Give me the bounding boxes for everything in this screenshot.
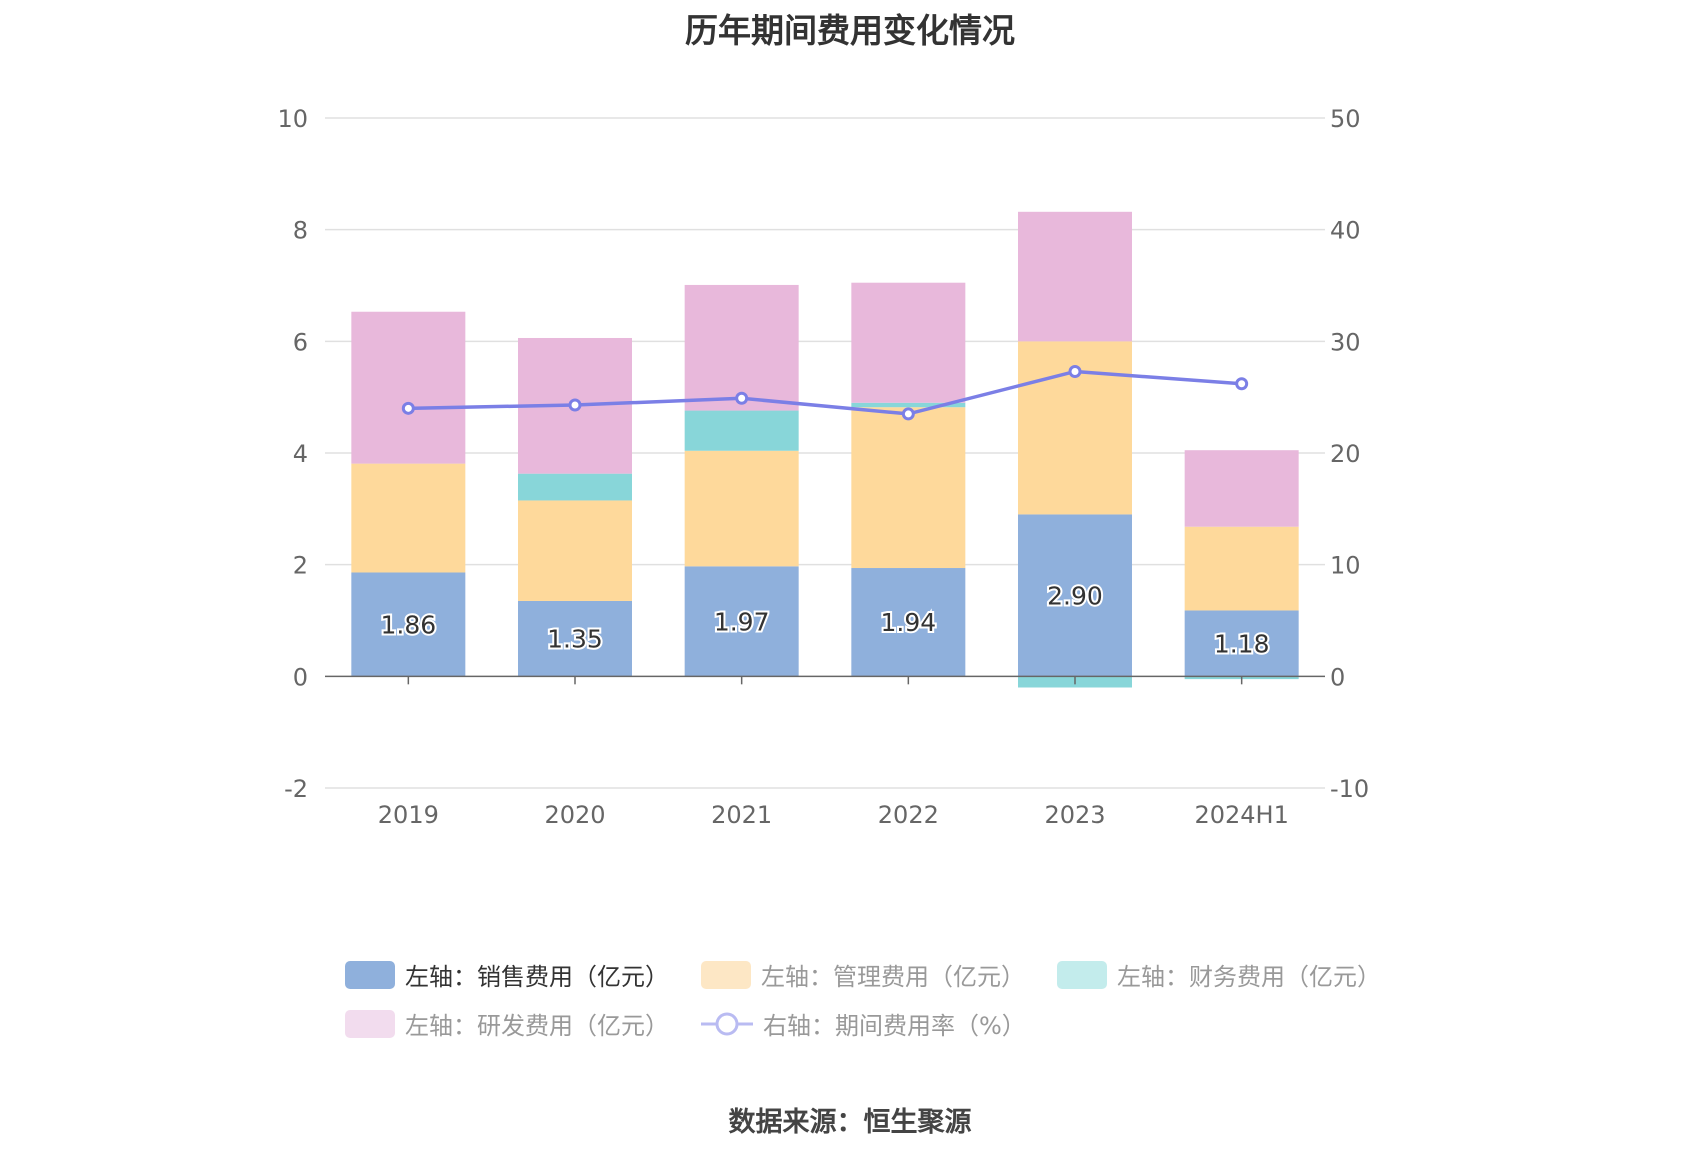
- rate-point: [568, 398, 582, 412]
- sales-data-label: 1.18: [1214, 629, 1270, 658]
- rate-point: [901, 407, 915, 421]
- bar-sales: [518, 600, 632, 677]
- right-axis-tick-label: 40: [1330, 217, 1361, 245]
- right-axis-tick-label: 10: [1330, 552, 1361, 580]
- bar-admin: [684, 450, 799, 567]
- x-axis-tick-label: 2023: [1044, 801, 1105, 829]
- rate-point: [401, 401, 415, 415]
- legend-item-rate[interactable]: 右轴：期间费用率（%）: [701, 1006, 1026, 1041]
- rate-line-layer: [401, 364, 1249, 421]
- legend-label-rd: 左轴：研发费用（亿元）: [405, 1012, 669, 1040]
- x-axis-tick-label: 2020: [544, 801, 605, 829]
- left-axis-tick-label: 4: [293, 440, 308, 468]
- x-axis-tick-label: 2019: [378, 801, 439, 829]
- data-source: 数据来源：恒生聚源: [728, 1107, 972, 1138]
- right-axis-tick-label: 0: [1330, 663, 1345, 691]
- bar-rd: [851, 282, 966, 403]
- legend-swatch-admin: [701, 960, 751, 989]
- legend: 左轴：销售费用（亿元） 左轴：管理费用（亿元） 左轴：财务费用（亿元） 左轴：研…: [345, 950, 1395, 1048]
- sales-data-label: 1.35: [547, 625, 603, 654]
- x-axis-tick-label: 2021: [711, 801, 772, 829]
- bar-rd: [1018, 211, 1132, 342]
- legend-item-finance[interactable]: 左轴：财务费用（亿元）: [1057, 957, 1381, 992]
- bar-rd: [1184, 450, 1299, 527]
- right-axis-tick-label: 20: [1330, 440, 1361, 468]
- bar-admin: [351, 463, 466, 573]
- bar-admin: [851, 407, 966, 569]
- legend-swatch-sales: [345, 960, 395, 989]
- bar-finance: [851, 402, 966, 408]
- right-axis-tick-label: 30: [1330, 328, 1361, 356]
- legend-line-marker-icon: [701, 1012, 753, 1035]
- left-axis-tick-label: 2: [293, 552, 308, 580]
- legend-item-rd[interactable]: 左轴：研发费用（亿元）: [345, 1006, 669, 1041]
- bar-rd: [351, 311, 466, 464]
- right-axis-tick-label: -10: [1330, 775, 1369, 803]
- bar-finance: [684, 410, 799, 451]
- axis-layer: -2 0 2 4 6 8 10 -10 0 10 20 30 40 50 2019 2020 2021 2022 2…: [277, 105, 1369, 829]
- bar-admin: [518, 500, 632, 601]
- bar-sales: [1184, 610, 1299, 677]
- rate-point: [1068, 364, 1082, 378]
- bar-sales: [351, 572, 466, 677]
- bar-finance: [518, 473, 632, 501]
- data-label-layer: 1.86 1.35 1.97 1.94 2.90 1.18: [378, 579, 1271, 660]
- legend-swatch-rd: [345, 1009, 395, 1038]
- legend-label-finance: 左轴：财务费用（亿元）: [1117, 963, 1381, 991]
- legend-item-admin[interactable]: 左轴：管理费用（亿元）: [701, 957, 1025, 992]
- sales-data-label: 1.94: [880, 608, 936, 637]
- rate-point: [1235, 377, 1249, 391]
- bar-rd: [684, 284, 799, 411]
- chart-title: 历年期间费用变化情况: [685, 11, 1015, 50]
- sales-data-label: 1.86: [380, 610, 436, 639]
- sales-data-label: 1.97: [714, 607, 770, 636]
- left-axis-tick-label: 6: [293, 328, 308, 356]
- legend-item-sales[interactable]: 左轴：销售费用（亿元）: [345, 957, 669, 992]
- left-axis-tick-label: 10: [277, 105, 308, 133]
- bar-sales: [851, 568, 966, 677]
- legend-label-admin: 左轴：管理费用（亿元）: [761, 963, 1025, 991]
- x-axis-tick-label: 2022: [878, 801, 939, 829]
- right-axis-tick-label: 50: [1330, 105, 1361, 133]
- left-axis-tick-label: -2: [284, 775, 308, 803]
- bar-sales: [684, 566, 799, 677]
- left-axis-tick-label: 8: [293, 217, 308, 245]
- legend-swatch-finance: [1057, 960, 1107, 989]
- rate-point: [735, 391, 749, 405]
- bar-admin: [1184, 526, 1299, 611]
- legend-label-sales: 左轴：销售费用（亿元）: [405, 963, 669, 991]
- left-axis-tick-label: 0: [293, 663, 308, 691]
- bar-sales: [1018, 514, 1132, 677]
- bar-stack-layer: [351, 211, 1299, 688]
- grid-lines: [325, 117, 1325, 789]
- legend-label-rate: 右轴：期间费用率（%）: [763, 1012, 1026, 1040]
- legend-row-1: 左轴：销售费用（亿元） 左轴：管理费用（亿元） 左轴：财务费用（亿元）: [345, 950, 1395, 999]
- sales-data-label: 2.90: [1047, 581, 1103, 610]
- legend-row-2: 左轴：研发费用（亿元） 右轴：期间费用率（%）: [345, 999, 1395, 1048]
- rate-line: [408, 369, 1242, 416]
- x-axis-tick-label: 2024H1: [1194, 801, 1288, 829]
